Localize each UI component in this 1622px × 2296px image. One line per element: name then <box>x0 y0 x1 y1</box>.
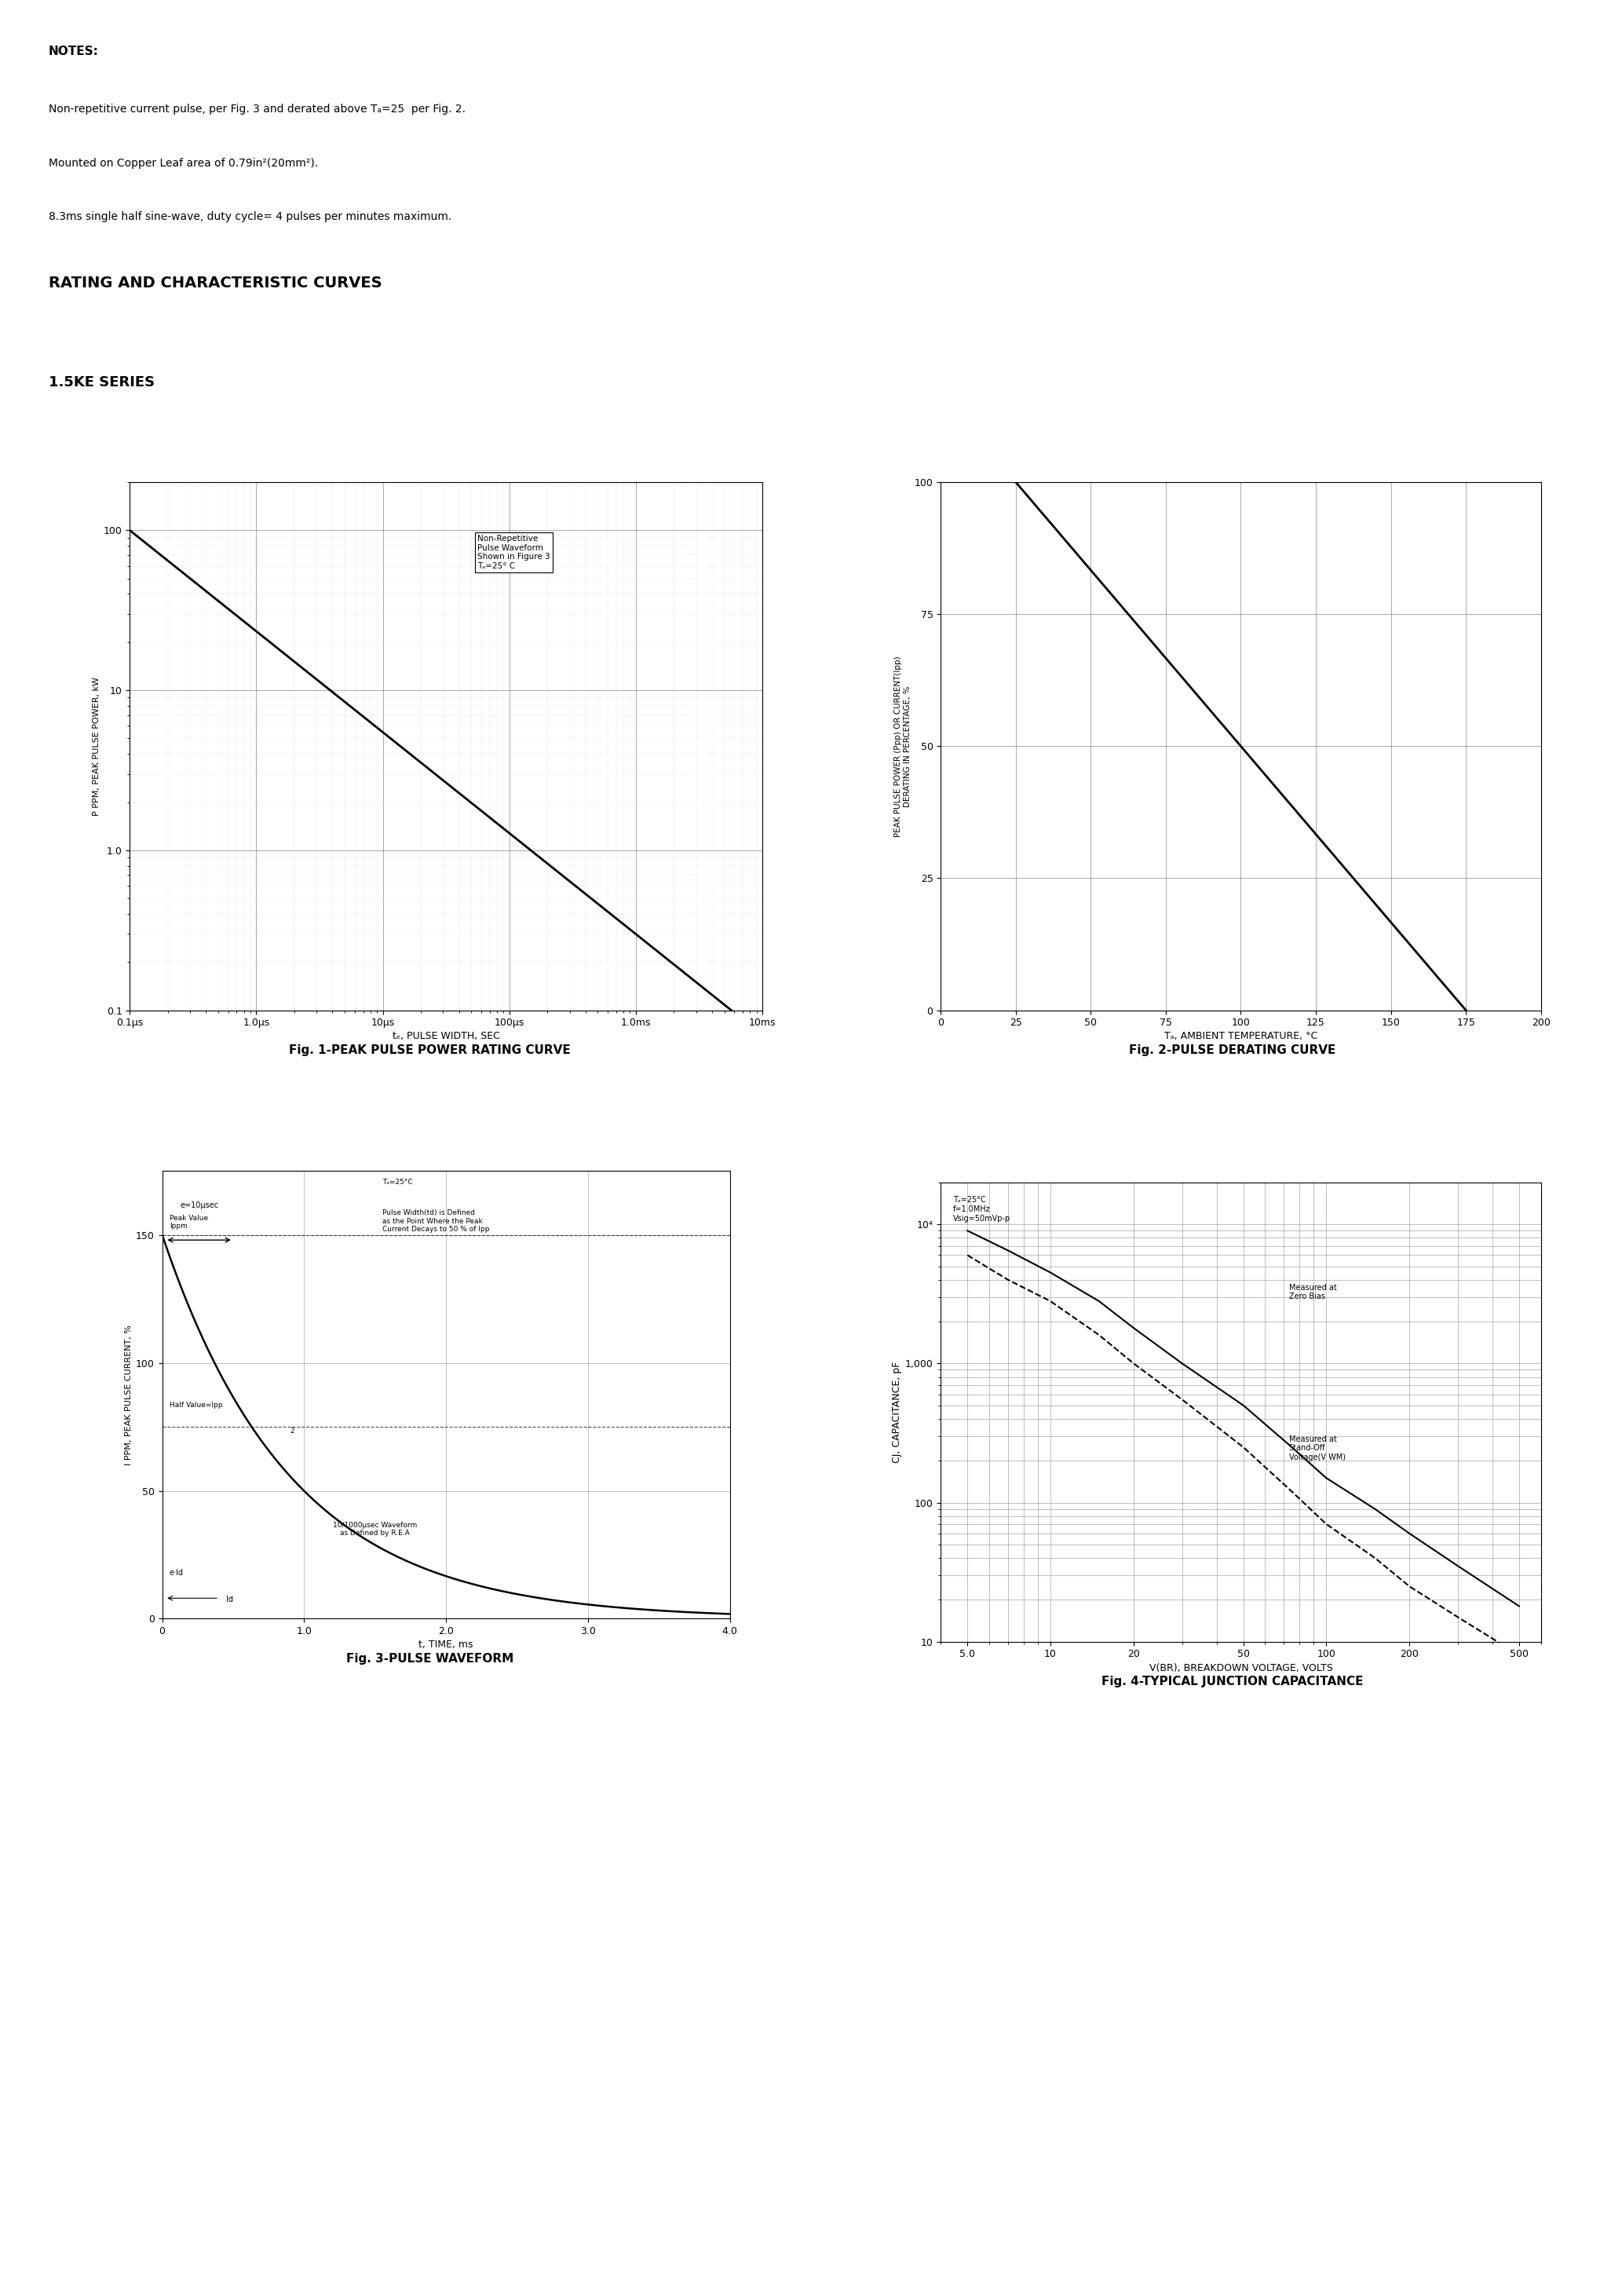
X-axis label: tₑ, PULSE WIDTH, SEC: tₑ, PULSE WIDTH, SEC <box>393 1031 500 1042</box>
Text: Non-repetitive current pulse, per Fig. 3 and derated above Tₐ=25  per Fig. 2.: Non-repetitive current pulse, per Fig. 3… <box>49 103 466 115</box>
Text: e·Id: e·Id <box>169 1568 183 1577</box>
Text: e=10μsec: e=10μsec <box>180 1201 219 1210</box>
Text: Tₐ=25°C
f=1.0MHz
Vsig=50mVp-p: Tₐ=25°C f=1.0MHz Vsig=50mVp-p <box>952 1196 1011 1221</box>
Text: Pulse Width(td) is Defined
as the Point Where the Peak
Current Decays to 50 % of: Pulse Width(td) is Defined as the Point … <box>383 1210 490 1233</box>
Y-axis label: CJ, CAPACITANCE, pF: CJ, CAPACITANCE, pF <box>892 1362 902 1463</box>
Y-axis label: I PPM, PEAK PULSE CURRENT, %: I PPM, PEAK PULSE CURRENT, % <box>125 1325 133 1465</box>
Text: 2: 2 <box>290 1428 294 1435</box>
Text: NOTES:: NOTES: <box>49 46 99 57</box>
Text: 10/1000μsec Waveform
as Defined by R.E.A: 10/1000μsec Waveform as Defined by R.E.A <box>333 1522 417 1536</box>
Text: Fig. 2-PULSE DERATING CURVE: Fig. 2-PULSE DERATING CURVE <box>1129 1045 1337 1056</box>
Text: 1.5KE SERIES: 1.5KE SERIES <box>49 374 154 390</box>
X-axis label: Tₐ, AMBIENT TEMPERATURE, °C: Tₐ, AMBIENT TEMPERATURE, °C <box>1165 1031 1317 1042</box>
Text: Tₐ=25°C: Tₐ=25°C <box>383 1178 412 1185</box>
Y-axis label: P PPM, PEAK PULSE POWER, kW: P PPM, PEAK PULSE POWER, kW <box>92 677 101 815</box>
Text: Fig. 4-TYPICAL JUNCTION CAPACITANCE: Fig. 4-TYPICAL JUNCTION CAPACITANCE <box>1101 1676 1364 1688</box>
Text: Fig. 1-PEAK PULSE POWER RATING CURVE: Fig. 1-PEAK PULSE POWER RATING CURVE <box>289 1045 571 1056</box>
Text: Measured at
Zero Bias: Measured at Zero Bias <box>1289 1283 1337 1300</box>
X-axis label: V(BR), BREAKDOWN VOLTAGE, VOLTS: V(BR), BREAKDOWN VOLTAGE, VOLTS <box>1148 1662 1333 1674</box>
Text: Measured at
Stand-Off
Voltage(V WM): Measured at Stand-Off Voltage(V WM) <box>1289 1435 1345 1460</box>
Text: RATING AND CHARACTERISTIC CURVES: RATING AND CHARACTERISTIC CURVES <box>49 276 383 289</box>
X-axis label: t, TIME, ms: t, TIME, ms <box>418 1639 474 1651</box>
Text: 8.3ms single half sine-wave, duty cycle= 4 pulses per minutes maximum.: 8.3ms single half sine-wave, duty cycle=… <box>49 211 451 223</box>
Text: Peak Value
Ippm: Peak Value Ippm <box>169 1215 208 1231</box>
Text: Mounted on Copper Leaf area of 0.79in²(20mm²).: Mounted on Copper Leaf area of 0.79in²(2… <box>49 158 318 168</box>
Text: Fig. 3-PULSE WAVEFORM: Fig. 3-PULSE WAVEFORM <box>345 1653 514 1665</box>
Text: Non-Repetitive
Pulse Waveform
Shown in Figure 3
Tₐ=25° C: Non-Repetitive Pulse Waveform Shown in F… <box>478 535 550 569</box>
Text: Half Value=Ipp: Half Value=Ipp <box>169 1403 222 1410</box>
Text: Id: Id <box>225 1596 234 1603</box>
Y-axis label: PEAK PULSE POWER (Ppp) OR CURRENT(Ipp)
DERATING IN PERCENTAGE, %: PEAK PULSE POWER (Ppp) OR CURRENT(Ipp) D… <box>894 657 912 836</box>
